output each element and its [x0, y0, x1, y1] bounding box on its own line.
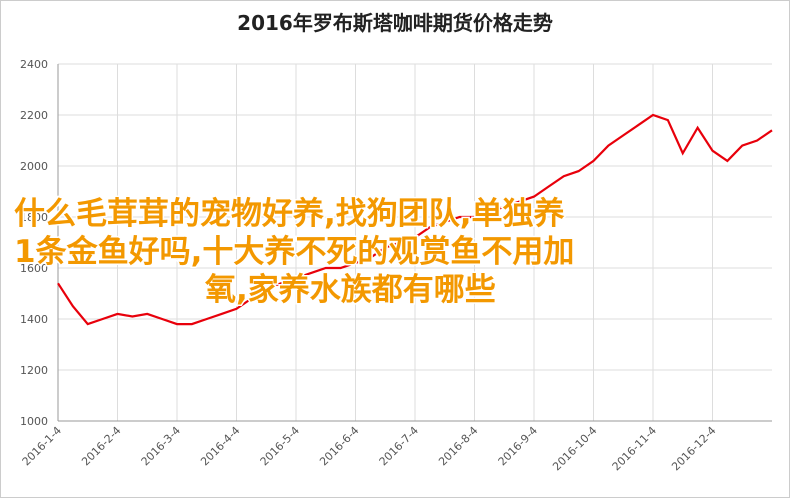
overlay-text: 1条金鱼好吗,十大养不死的观赏鱼不用加 — [14, 234, 574, 270]
price-line — [57, 113, 773, 326]
y-tick-label: 1800 — [20, 211, 48, 224]
y-tick-label: 1400 — [20, 313, 48, 326]
y-tick-label: 1200 — [20, 364, 48, 377]
y-tick-label: 1600 — [20, 262, 48, 275]
overlay-text: 氧,家养水族都有哪些 — [205, 272, 496, 308]
y-tick-label: 2200 — [20, 109, 48, 122]
overlay-text: 什么毛茸茸的宠物好养,找狗团队,单独养 — [14, 196, 565, 232]
y-tick-label: 2400 — [20, 58, 48, 71]
y-tick-label: 2000 — [20, 160, 48, 173]
y-tick-label: 1000 — [20, 415, 48, 428]
chart-title: 2016年罗布斯塔咖啡期货价格走势 — [237, 11, 553, 35]
